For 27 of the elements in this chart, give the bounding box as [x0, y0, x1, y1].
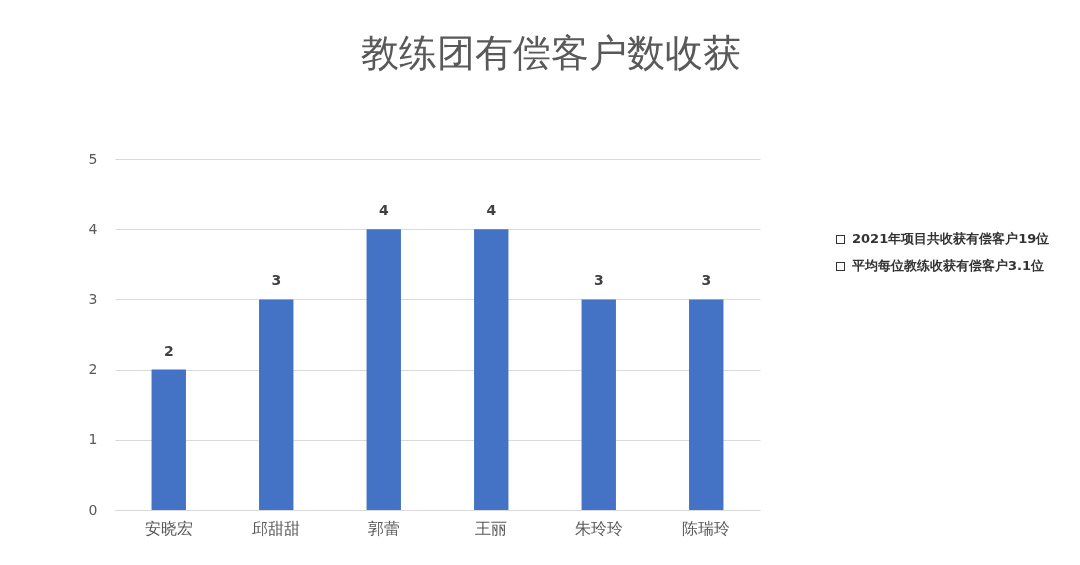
x-tick-label: 朱玲玲: [574, 518, 623, 538]
data-label: 2: [163, 342, 174, 359]
data-label: 4: [486, 202, 497, 219]
bar: [474, 229, 509, 510]
text: 平均每位教练收获有偿客户3.1位: [852, 257, 1045, 275]
data-label: 3: [271, 272, 282, 289]
data-label: 3: [701, 272, 712, 289]
x-tick-label: 陈瑞玲: [682, 518, 731, 538]
y-tick-label: 0: [88, 501, 98, 518]
x-tick-label: 安晓宏: [144, 518, 193, 538]
bar: [581, 299, 616, 510]
chart-title: 教练团有偿客户数收获: [360, 30, 742, 77]
y-tick-label: 4: [88, 220, 98, 237]
y-tick-label: 3: [88, 290, 98, 307]
y-tick-label: 2: [88, 361, 98, 378]
y-tick-label: 1: [88, 431, 98, 448]
x-tick-label: 王丽: [475, 518, 508, 538]
x-tick-label: 邱甜甜: [252, 518, 301, 538]
y-tick-label: 5: [88, 150, 98, 167]
text: 2021年项目共收获有偿客户19位: [852, 230, 1050, 248]
bar: [151, 369, 186, 510]
data-label: 4: [378, 202, 389, 219]
x-tick-label: 郭蕾: [367, 518, 400, 538]
bar: [689, 299, 724, 510]
bar: [366, 229, 401, 510]
data-label: 3: [593, 272, 604, 289]
bar: [259, 299, 294, 510]
